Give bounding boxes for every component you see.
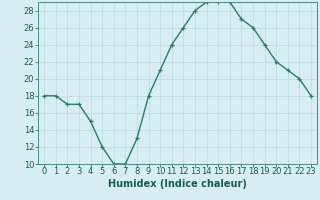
X-axis label: Humidex (Indice chaleur): Humidex (Indice chaleur) — [108, 179, 247, 189]
